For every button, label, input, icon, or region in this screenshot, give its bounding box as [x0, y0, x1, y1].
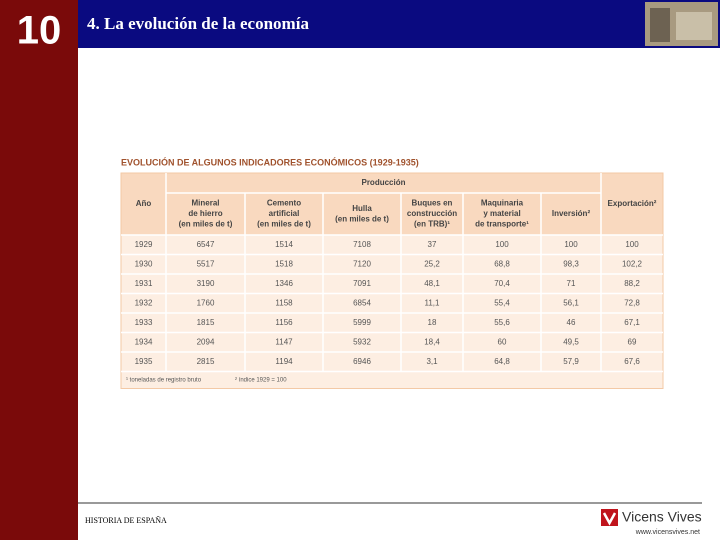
column-header: (en TRB)¹: [414, 220, 450, 229]
slide-title: 4. La evolución de la economía: [87, 14, 309, 33]
table-cell: 1931: [135, 279, 153, 288]
column-header: Maquinaria: [481, 199, 524, 208]
table-cell: 2815: [197, 357, 215, 366]
table-cell: 71: [567, 279, 576, 288]
table-cell: 70,4: [494, 279, 510, 288]
column-header: Buques en: [412, 199, 453, 208]
table-cell: 1518: [275, 259, 293, 268]
table-cell: 102,2: [622, 259, 643, 268]
table-cell: 100: [495, 240, 509, 249]
table-cell: 1514: [275, 240, 293, 249]
column-header: de transporte¹: [475, 220, 529, 229]
table-cell: 1346: [275, 279, 293, 288]
table-cell: 18: [428, 318, 437, 327]
table-cell: 5517: [197, 259, 215, 268]
brand-url: www.vicensvives.net: [635, 529, 700, 536]
footnote: ² índice 1929 = 100: [235, 378, 287, 384]
side-bar: [0, 0, 78, 540]
footer-label: HISTORIA DE ESPAÑA: [85, 515, 167, 525]
title-bar: [78, 0, 720, 48]
table-cell: 11,1: [425, 298, 441, 307]
table-cell: 37: [428, 240, 437, 249]
column-header: de hierro: [188, 209, 222, 218]
column-header: Exportación²: [608, 199, 657, 208]
column-header: Año: [136, 199, 152, 208]
chapter-number: 10: [17, 9, 62, 53]
table-cell: 69: [628, 337, 637, 346]
column-header: Mineral: [191, 199, 219, 208]
group-header: Producción: [361, 178, 405, 187]
table-cell: 49,5: [563, 337, 579, 346]
column-header: artificial: [269, 209, 300, 218]
table-cell: 1933: [135, 318, 153, 327]
brand-logo-mark: [602, 512, 617, 526]
table-cell: 67,6: [624, 357, 640, 366]
table-cell: 1760: [197, 298, 215, 307]
table-border: [120, 172, 664, 389]
table-cell: 18,4: [424, 337, 440, 346]
table-cell: 60: [498, 337, 507, 346]
header-image-detail: [676, 12, 712, 40]
table-cell: 98,3: [563, 259, 579, 268]
table-cell: 1934: [135, 337, 153, 346]
table-title: EVOLUCIÓN DE ALGUNOS INDICADORES ECONÓMI…: [121, 156, 419, 167]
column-header: (en miles de t): [179, 220, 233, 229]
table-cell: 7108: [353, 240, 371, 249]
table-cell: 1935: [135, 357, 153, 366]
table-cell: 1156: [275, 318, 293, 327]
table-cell: 67,1: [624, 318, 640, 327]
column-header: Hulla: [352, 204, 372, 213]
table-cell: 5932: [353, 337, 371, 346]
table-cell: 100: [564, 240, 578, 249]
table-cell: 56,1: [563, 298, 579, 307]
table-cell: 2094: [197, 337, 215, 346]
table-cell: 6946: [353, 357, 371, 366]
table-cell: 55,4: [494, 298, 510, 307]
table-cell: 72,8: [624, 298, 640, 307]
column-header: construcción: [407, 209, 457, 218]
table-cell: 88,2: [624, 279, 640, 288]
table-cell: 1194: [275, 357, 293, 366]
table-cell: 7120: [353, 259, 371, 268]
table-cell: 3,1: [426, 357, 438, 366]
table-cell: 1147: [275, 337, 293, 346]
table-cell: 3190: [197, 279, 215, 288]
table-cell: 64,8: [494, 357, 510, 366]
table-cell: 6547: [197, 240, 215, 249]
header-background: [121, 173, 663, 235]
table-cell: 48,1: [424, 279, 440, 288]
column-header: Inversión²: [552, 209, 591, 218]
table-cell: 1158: [275, 298, 293, 307]
table-cell: 100: [625, 240, 639, 249]
footnote: ¹ toneladas de registro bruto: [126, 378, 202, 384]
table-cell: 46: [567, 318, 576, 327]
table-cell: 1932: [135, 298, 153, 307]
table-cell: 1930: [135, 259, 153, 268]
table-cell: 25,2: [424, 259, 440, 268]
header-image-detail: [650, 8, 670, 42]
column-header: (en miles de t): [257, 220, 311, 229]
table-cell: 57,9: [563, 357, 579, 366]
table-cell: 1929: [135, 240, 153, 249]
column-header: Cemento: [267, 199, 301, 208]
table-cell: 55,6: [494, 318, 510, 327]
table-cell: 6854: [353, 298, 371, 307]
table-cell: 7091: [353, 279, 371, 288]
column-header: y material: [483, 209, 520, 218]
table-cell: 68,8: [494, 259, 510, 268]
column-header: (en miles de t): [335, 214, 389, 223]
table-cell: 1815: [197, 318, 215, 327]
brand-name: Vicens Vives: [622, 509, 702, 525]
table-cell: 5999: [353, 318, 371, 327]
